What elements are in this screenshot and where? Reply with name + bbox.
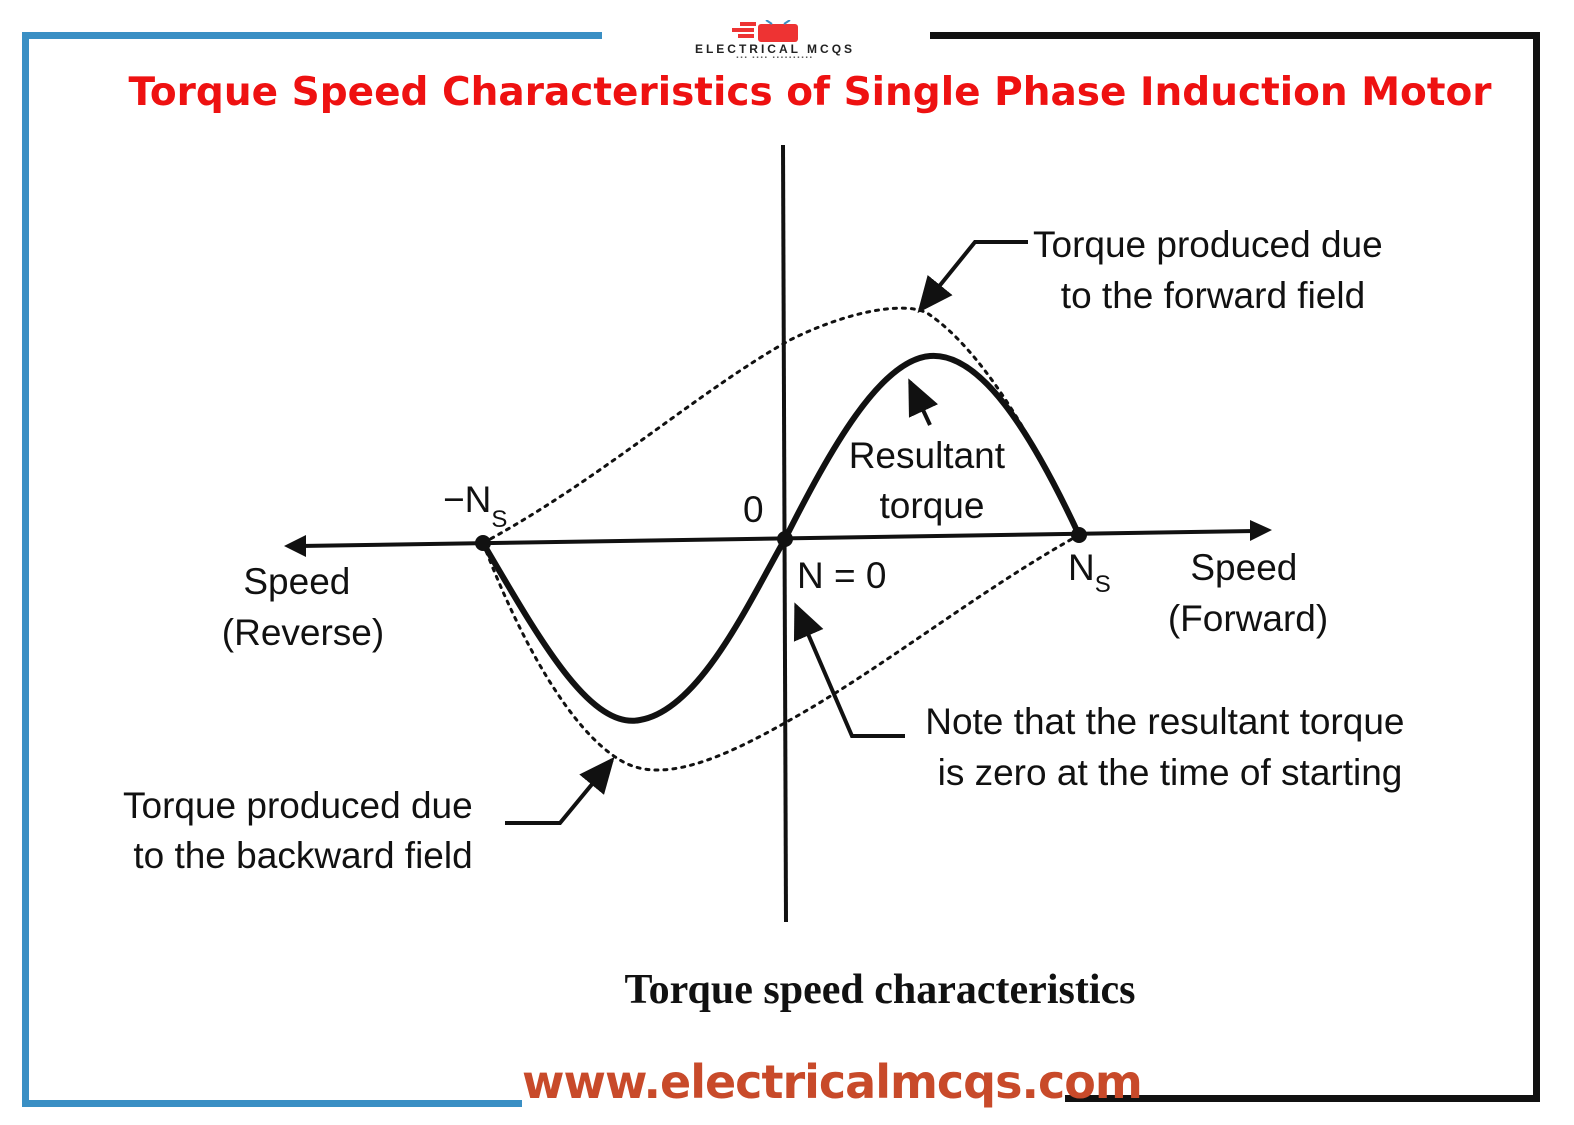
speed-reverse-label: Speed (Reverse) [222, 561, 384, 653]
neg-ns-point [475, 535, 491, 551]
speed-forward-label: Speed (Forward) [1168, 547, 1328, 639]
backward-field-label: Torque produced due to the backward fiel… [123, 785, 483, 876]
logo-text: ELECTRICAL MCQS [694, 42, 856, 56]
logo-tv-icon [732, 19, 798, 42]
page-title: Torque Speed Characteristics of Single P… [128, 70, 1492, 115]
frame-bottom-right-border [1065, 1095, 1540, 1102]
frame-top-right-border [930, 32, 1540, 39]
resultant-torque-label: Resultant torque [849, 435, 1016, 526]
ns-point [1071, 527, 1087, 543]
forward-field-torque-curve [481, 306, 1081, 545]
forward-field-leader-arrow [917, 240, 1028, 314]
ns-label: NS [1068, 547, 1111, 598]
n-zero-label: N = 0 [797, 555, 886, 596]
origin-label: 0 [743, 489, 764, 530]
speed-axis-reverse-arrowhead [284, 535, 306, 557]
speed-axis-forward-arrowhead [1250, 520, 1272, 541]
frame-top-left-border [22, 32, 602, 39]
figure-caption: Torque speed characteristics [624, 967, 1136, 1013]
backward-field-leader-arrow [505, 756, 615, 825]
website-link[interactable]: www.electricalmcqs.com [522, 1055, 1143, 1109]
frame-right-border [1533, 32, 1540, 1102]
site-logo: ELECTRICAL MCQS ▪▪▪ ▪▪▪▪ ▪▪▪▪▪▪▪▪▪▪ [640, 19, 910, 62]
logo-tagline: ▪▪▪ ▪▪▪▪ ▪▪▪▪▪▪▪▪▪▪ [736, 55, 814, 61]
note-leader-arrow [793, 602, 905, 738]
frame-left-border [22, 32, 29, 1107]
backward-field-torque-curve [481, 533, 1081, 772]
note-label: Note that the resultant torque is zero a… [925, 701, 1415, 793]
resultant-leader-arrow [908, 378, 939, 426]
neg-ns-label: −NS [443, 479, 507, 533]
frame-bottom-left-border [22, 1100, 522, 1107]
origin-point [777, 531, 793, 547]
forward-field-label: Torque produced due to the forward field [1033, 224, 1393, 316]
